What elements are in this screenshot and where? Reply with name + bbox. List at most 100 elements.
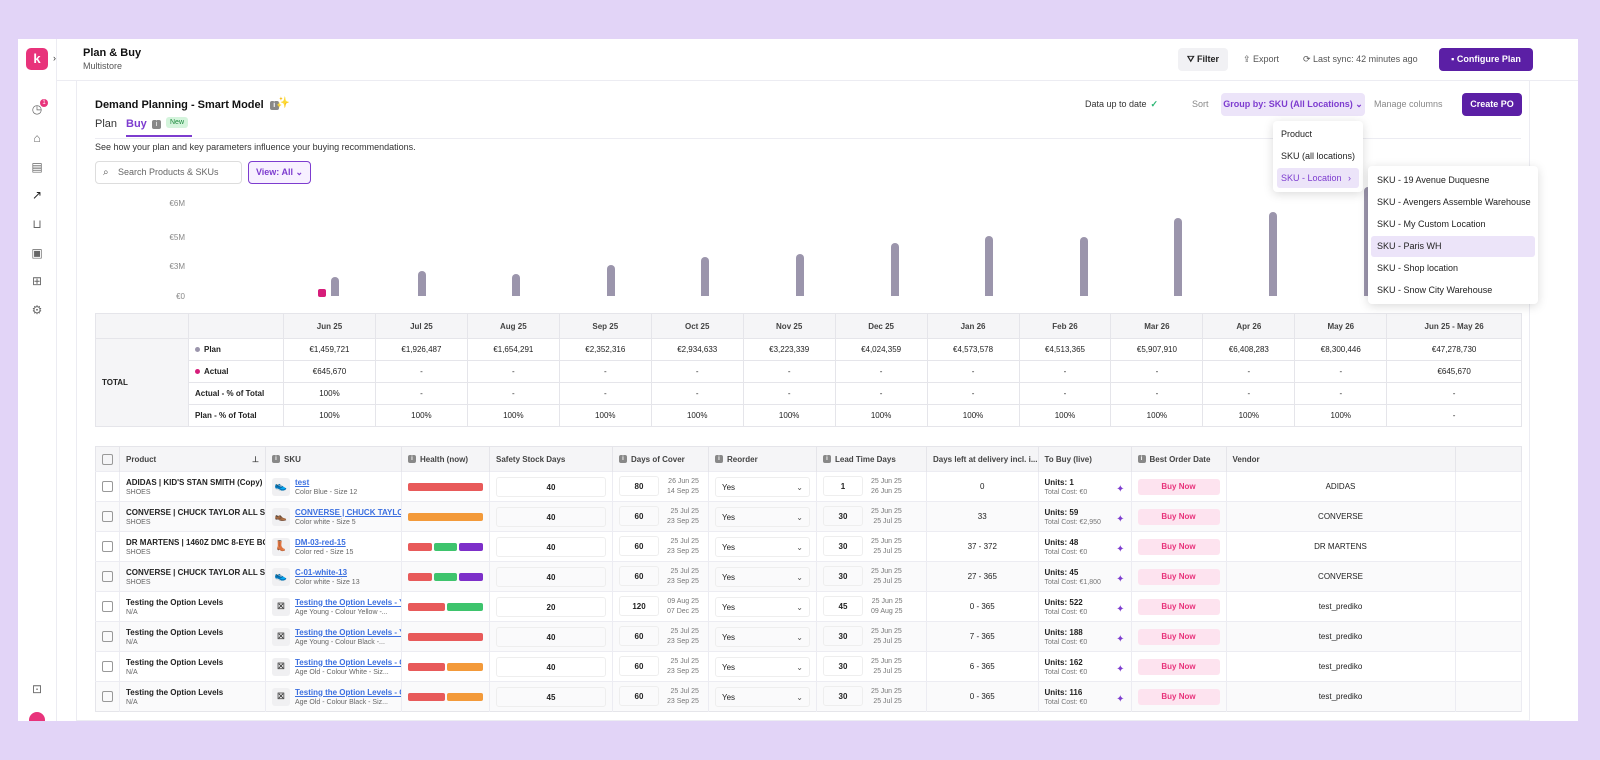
wrench-icon[interactable]: ⚙ (31, 303, 43, 317)
chart-bar-plan[interactable] (985, 235, 994, 296)
reorder-select[interactable]: Yes ⌄ (715, 686, 810, 707)
chart-bar-plan[interactable] (1363, 186, 1372, 296)
buy-now-badge[interactable]: Buy Now (1137, 598, 1220, 615)
safety-stock-input[interactable]: 45 (496, 686, 606, 707)
sync-status[interactable]: ⟳ Last sync: 42 minutes ago (1303, 48, 1418, 71)
ai-sparkle-icon[interactable]: ✦ (1116, 663, 1125, 675)
column-header[interactable]: i Best Order Date (1131, 446, 1227, 472)
buy-now-badge[interactable]: Buy Now (1137, 688, 1220, 705)
chart-bar-plan[interactable] (796, 253, 804, 296)
column-header[interactable]: i Days of Cover (612, 446, 709, 472)
create-po-button[interactable]: Create PO (1462, 93, 1522, 116)
sku-link[interactable]: Testing the Option Levels - Young (295, 597, 401, 607)
row-checkbox-cell[interactable] (95, 501, 120, 532)
safety-stock-input[interactable]: 40 (496, 476, 606, 497)
buy-now-badge[interactable]: Buy Now (1137, 478, 1220, 495)
home-icon[interactable]: ⌂ (33, 131, 41, 145)
ai-sparkle-icon[interactable]: ✦ (1116, 603, 1125, 615)
sort-button[interactable]: Sort (1192, 99, 1209, 109)
chart-bar-plan[interactable] (1079, 236, 1088, 296)
days-of-cover-input[interactable]: 60 (619, 566, 659, 587)
lead-time-input[interactable]: 30 (823, 566, 863, 587)
image-icon[interactable]: ▣ (31, 246, 43, 260)
row-checkbox-cell[interactable] (95, 561, 120, 592)
expand-rail-icon[interactable]: › (53, 53, 56, 63)
chart-bar-plan[interactable] (1174, 218, 1183, 296)
group-menu-item-product[interactable]: Product (1281, 129, 1313, 139)
column-header[interactable]: i Lead Time Days (816, 446, 927, 472)
chart-bar-plan[interactable] (1269, 211, 1277, 296)
avatar[interactable] (29, 712, 45, 721)
row-checkbox-cell[interactable] (95, 591, 120, 622)
view-dropdown[interactable]: View: All ⌄ (248, 161, 311, 184)
sku-link[interactable]: test (295, 477, 310, 487)
search-input[interactable]: ⌕ Search Products & SKUs (95, 161, 242, 184)
buy-now-badge[interactable]: Buy Now (1137, 508, 1220, 525)
row-checkbox-cell[interactable] (95, 651, 120, 682)
days-of-cover-input[interactable]: 60 (619, 656, 659, 677)
reorder-select[interactable]: Yes ⌄ (715, 596, 810, 617)
manage-columns-button[interactable]: Manage columns (1374, 99, 1443, 109)
tab-buy[interactable]: Buy (126, 118, 147, 130)
days-of-cover-input[interactable]: 60 (619, 506, 659, 527)
days-of-cover-input[interactable]: 60 (619, 536, 659, 557)
safety-stock-input[interactable]: 40 (496, 656, 606, 677)
ai-sparkle-icon[interactable]: ✦ (1116, 573, 1125, 585)
safety-stock-input[interactable]: 40 (496, 566, 606, 587)
sku-link[interactable]: C-01-white-13 (295, 567, 348, 577)
trend-icon[interactable]: ↗ (31, 188, 43, 202)
chart-bar-actual[interactable] (318, 289, 326, 297)
reorder-select[interactable]: Yes ⌄ (715, 536, 810, 557)
ai-sparkle-icon[interactable]: ✦ (1116, 513, 1125, 525)
reorder-select[interactable]: Yes ⌄ (715, 656, 810, 677)
pin-icon[interactable]: ⊥ (252, 454, 259, 464)
gift-icon[interactable]: ⊡ (31, 682, 43, 696)
filter-button[interactable]: ⛛ Filter (1178, 48, 1228, 71)
column-header[interactable]: i SKU (265, 446, 402, 472)
ai-sparkle-icon[interactable]: ✦ (1116, 693, 1125, 705)
buy-now-badge[interactable]: Buy Now (1137, 538, 1220, 555)
safety-stock-input[interactable]: 40 (496, 506, 606, 527)
column-header[interactable]: Safety Stock Days (489, 446, 613, 472)
days-of-cover-input[interactable]: 60 (619, 686, 659, 707)
reorder-select[interactable]: Yes ⌄ (715, 506, 810, 527)
sku-link[interactable]: Testing the Option Levels - Young (295, 627, 401, 637)
chart-bar-plan[interactable] (417, 270, 426, 296)
sku-link[interactable]: CONVERSE | CHUCK TAYLOR (295, 507, 402, 517)
chart-bar-plan[interactable] (701, 257, 710, 296)
info-icon[interactable]: i (152, 120, 161, 129)
chart-bar-plan[interactable] (512, 274, 521, 296)
safety-stock-input[interactable]: 40 (496, 626, 606, 647)
location-item[interactable]: SKU - 19 Avenue Duquesne (1377, 175, 1490, 185)
days-of-cover-input[interactable]: 60 (619, 626, 659, 647)
row-checkbox-cell[interactable] (95, 531, 120, 562)
document-icon[interactable]: ▤ (31, 160, 43, 174)
lead-time-input[interactable]: 45 (823, 596, 863, 617)
lead-time-input[interactable]: 1 (823, 476, 863, 497)
lead-time-input[interactable]: 30 (823, 536, 863, 557)
location-item-selected[interactable]: SKU - Paris WH (1371, 236, 1535, 257)
group-by-dropdown[interactable]: Group by: SKU (All Locations) ⌄ (1221, 93, 1365, 116)
buy-now-badge[interactable]: Buy Now (1137, 628, 1220, 645)
reorder-select[interactable]: Yes ⌄ (715, 566, 810, 587)
lead-time-input[interactable]: 30 (823, 686, 863, 707)
tab-plan[interactable]: Plan (95, 118, 118, 130)
reorder-select[interactable]: Yes ⌄ (715, 626, 810, 647)
ai-sparkle-icon[interactable]: ✦ (1116, 633, 1125, 645)
sku-link[interactable]: DM-03-red-15 (295, 537, 346, 547)
sku-link[interactable]: Testing the Option Levels - Old (295, 687, 402, 697)
app-logo[interactable]: k (26, 48, 48, 70)
ai-sparkle-icon[interactable]: ✦ (1116, 483, 1125, 495)
row-checkbox-cell[interactable] (95, 621, 120, 652)
buy-now-badge[interactable]: Buy Now (1137, 658, 1220, 675)
column-header[interactable]: Product ⊥ (119, 446, 266, 472)
row-checkbox-cell[interactable] (95, 681, 120, 712)
reorder-select[interactable]: Yes ⌄ (715, 476, 810, 497)
column-header[interactable]: i Reorder (708, 446, 817, 472)
location-item[interactable]: SKU - Avengers Assemble Warehouse (1377, 197, 1531, 207)
column-header[interactable]: Days left at delivery incl. i... (926, 446, 1039, 472)
safety-stock-input[interactable]: 40 (496, 536, 606, 557)
lead-time-input[interactable]: 30 (823, 506, 863, 527)
group-menu-item-sku-all[interactable]: SKU (all locations) (1281, 151, 1356, 161)
configure-plan-button[interactable]: ▪ Configure Plan (1439, 48, 1533, 71)
